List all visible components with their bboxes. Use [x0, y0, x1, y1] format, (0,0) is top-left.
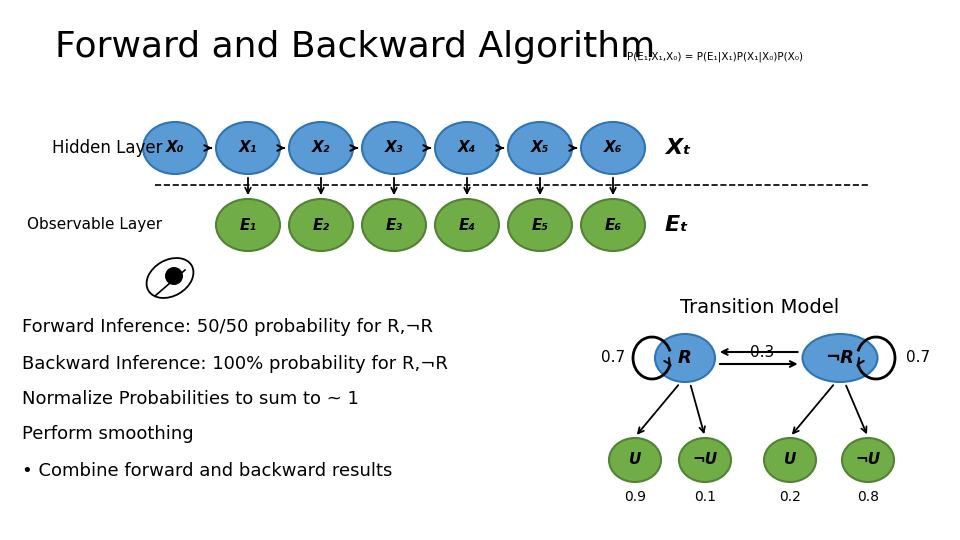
Ellipse shape: [147, 258, 194, 298]
Ellipse shape: [508, 199, 572, 251]
Text: Xₜ: Xₜ: [665, 138, 691, 158]
Text: Transition Model: Transition Model: [681, 298, 840, 317]
Text: E₅: E₅: [532, 218, 548, 233]
Ellipse shape: [764, 438, 816, 482]
Text: ¬U: ¬U: [692, 453, 717, 468]
Text: 0.9: 0.9: [624, 490, 646, 504]
Text: E₃: E₃: [386, 218, 402, 233]
Text: U: U: [629, 453, 641, 468]
Text: 0.3: 0.3: [751, 345, 775, 360]
Text: 0.2: 0.2: [780, 490, 801, 504]
Ellipse shape: [609, 438, 661, 482]
Circle shape: [165, 267, 183, 285]
Ellipse shape: [289, 199, 353, 251]
Text: U: U: [783, 453, 796, 468]
Text: 0.1: 0.1: [694, 490, 716, 504]
Ellipse shape: [508, 122, 572, 174]
Ellipse shape: [581, 122, 645, 174]
Text: E₁: E₁: [239, 218, 256, 233]
Text: E₂: E₂: [313, 218, 329, 233]
Text: Forward Inference: 50/50 probability for R,¬R: Forward Inference: 50/50 probability for…: [22, 318, 433, 336]
Text: Observable Layer: Observable Layer: [27, 218, 162, 233]
Text: P(E₁,X₁,X₀) = P(E₁|X₁)P(X₁|X₀)P(X₀): P(E₁,X₁,X₀) = P(E₁|X₁)P(X₁|X₀)P(X₀): [627, 52, 803, 63]
Text: Perform smoothing: Perform smoothing: [22, 425, 194, 443]
Text: X₄: X₄: [458, 140, 476, 156]
Ellipse shape: [216, 122, 280, 174]
Text: Eₜ: Eₜ: [665, 215, 689, 235]
Ellipse shape: [435, 199, 499, 251]
Ellipse shape: [435, 122, 499, 174]
Text: 0.8: 0.8: [857, 490, 879, 504]
Text: 0.7: 0.7: [906, 350, 930, 366]
Text: Forward and Backward Algorithm: Forward and Backward Algorithm: [55, 30, 656, 64]
Text: X₃: X₃: [385, 140, 403, 156]
Text: X₆: X₆: [604, 140, 622, 156]
Ellipse shape: [803, 334, 877, 382]
Ellipse shape: [581, 199, 645, 251]
Ellipse shape: [655, 334, 715, 382]
Text: • Combine forward and backward results: • Combine forward and backward results: [22, 462, 393, 480]
Text: ¬R: ¬R: [826, 349, 854, 367]
Text: E₄: E₄: [459, 218, 475, 233]
Ellipse shape: [679, 438, 731, 482]
Text: 0.7: 0.7: [601, 350, 625, 366]
Text: Normalize Probabilities to sum to ~ 1: Normalize Probabilities to sum to ~ 1: [22, 390, 359, 408]
Text: Hidden Layer: Hidden Layer: [52, 139, 162, 157]
Text: X₂: X₂: [312, 140, 330, 156]
Text: X₅: X₅: [531, 140, 549, 156]
Ellipse shape: [216, 199, 280, 251]
Text: Backward Inference: 100% probability for R,¬R: Backward Inference: 100% probability for…: [22, 355, 448, 373]
Ellipse shape: [289, 122, 353, 174]
Ellipse shape: [362, 122, 426, 174]
Text: E₆: E₆: [605, 218, 621, 233]
Text: X₀: X₀: [166, 140, 184, 156]
Text: X₁: X₁: [239, 140, 257, 156]
Text: ¬U: ¬U: [855, 453, 880, 468]
Ellipse shape: [362, 199, 426, 251]
Ellipse shape: [143, 122, 207, 174]
Text: R: R: [678, 349, 692, 367]
Ellipse shape: [842, 438, 894, 482]
